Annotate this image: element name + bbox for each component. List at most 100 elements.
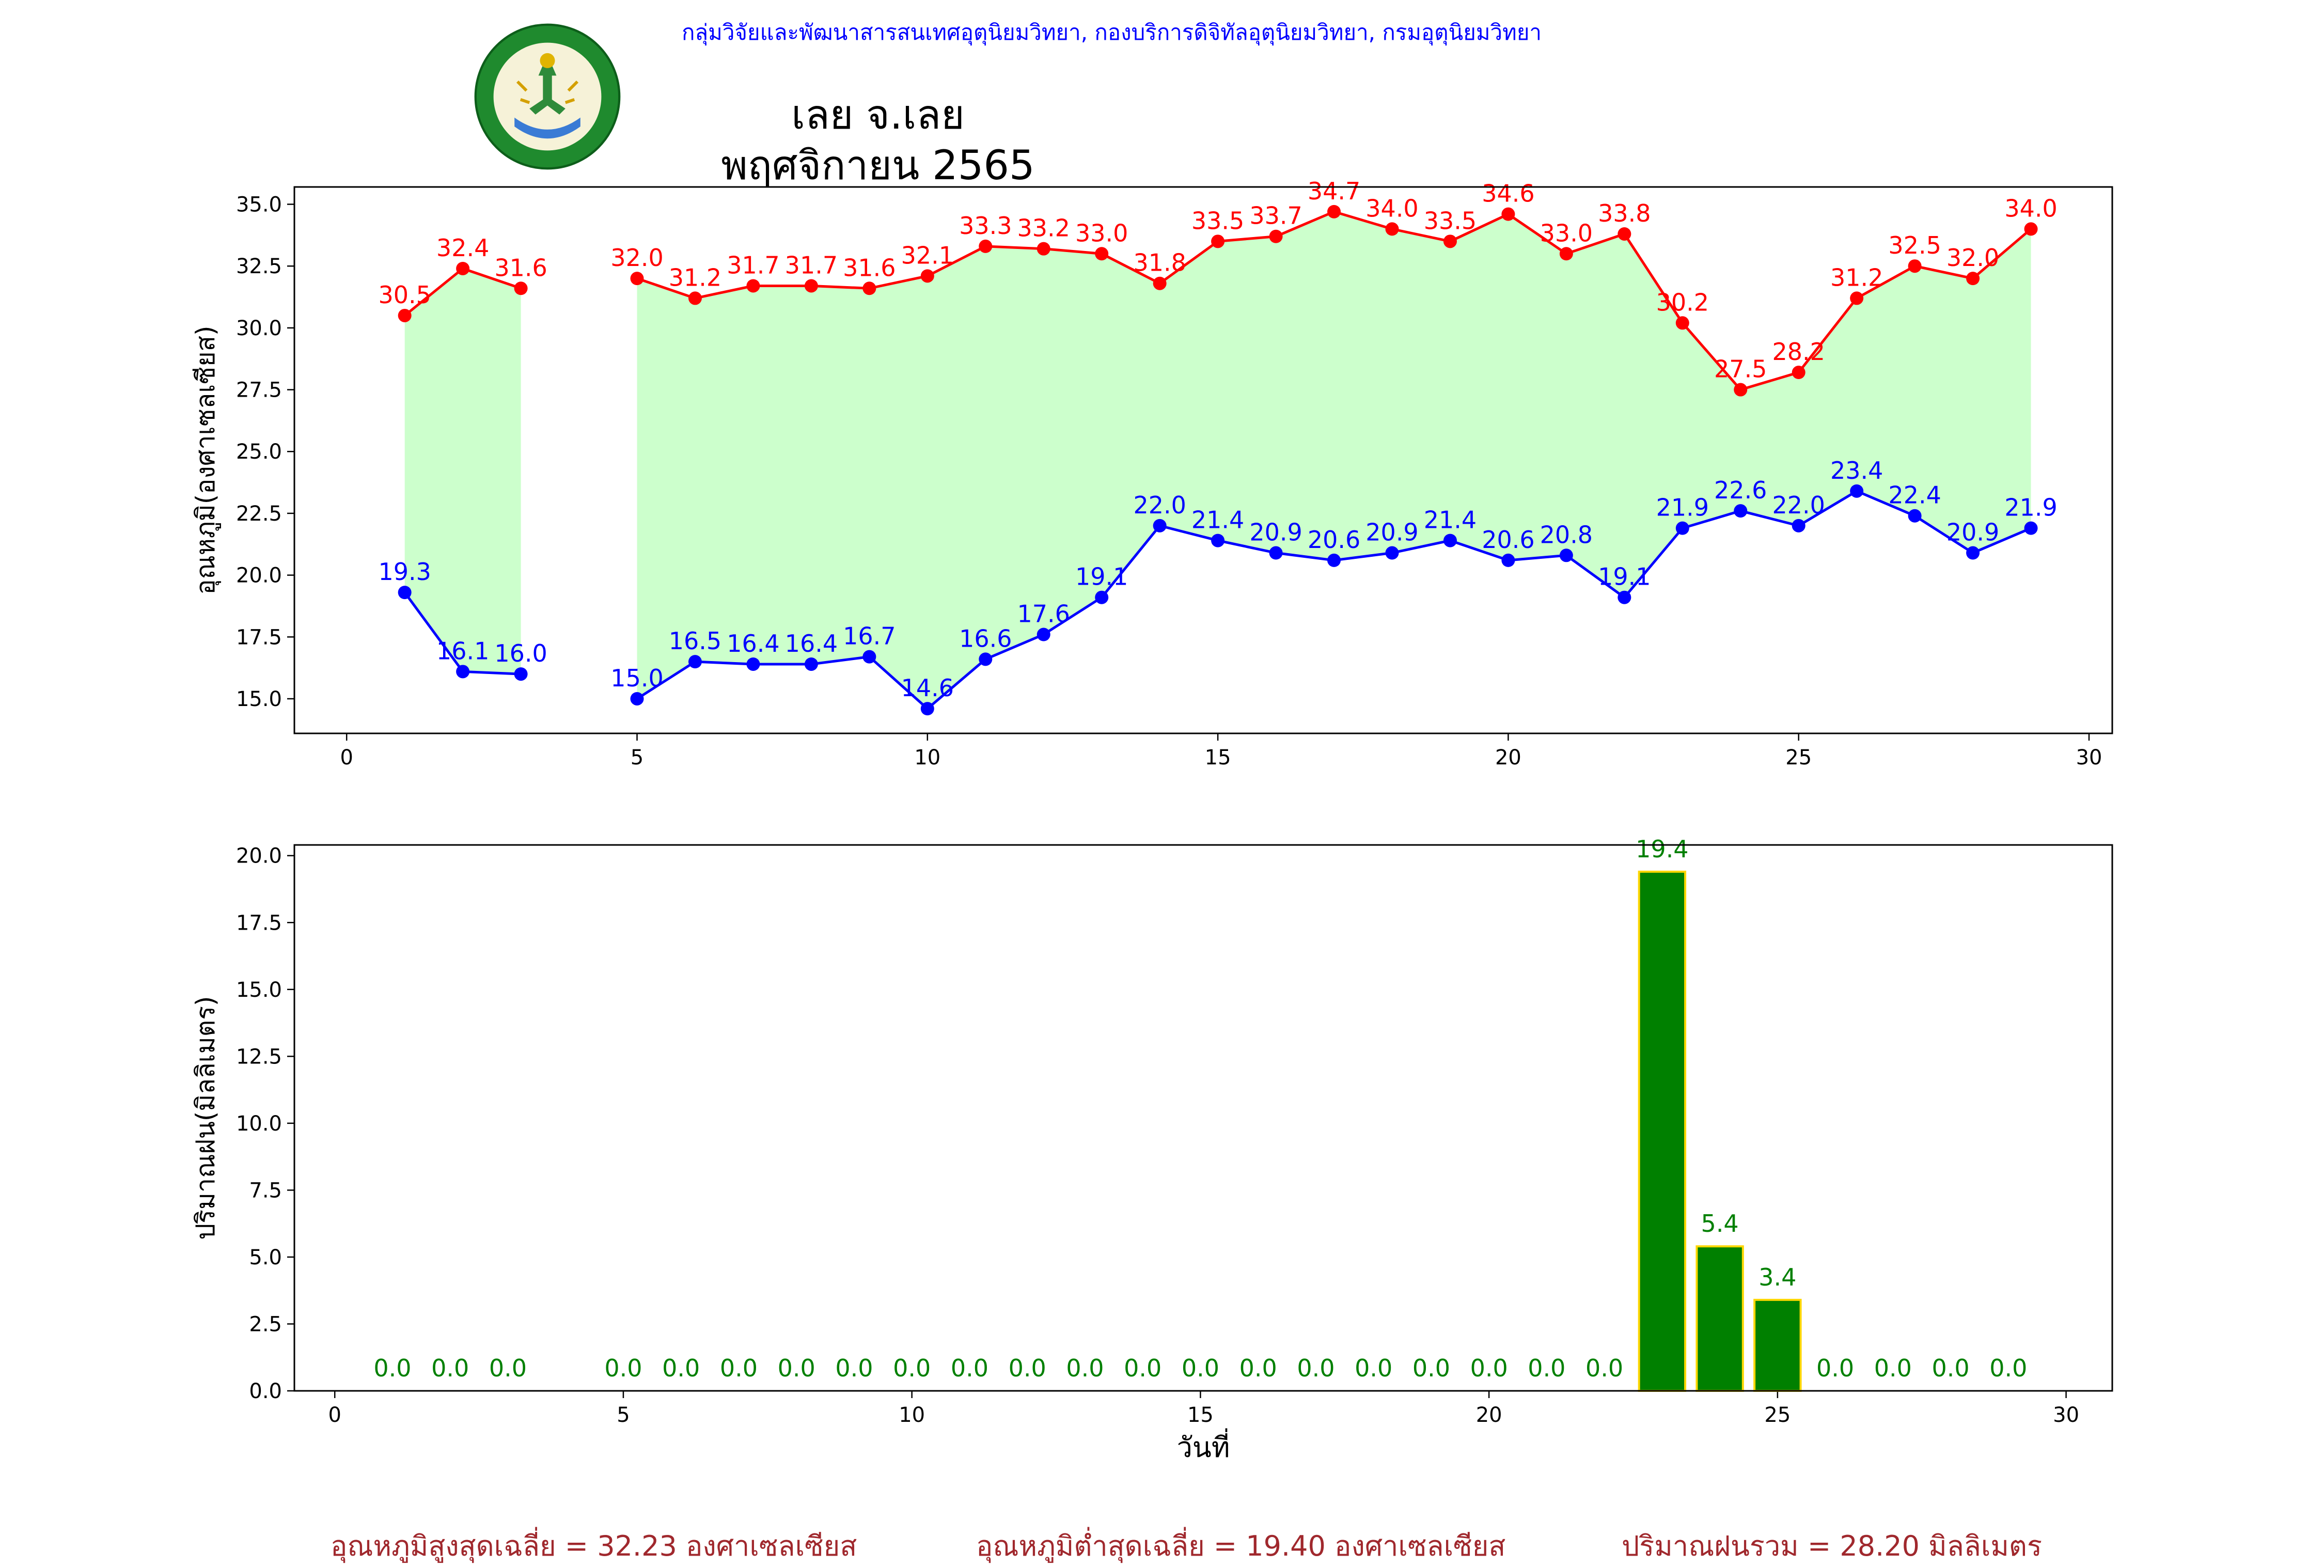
temp-xtick-label: 10: [914, 746, 940, 770]
rain-xtick-label: 30: [2053, 1403, 2079, 1427]
temp-ytick-label: 30.0: [236, 317, 282, 340]
temp-min-value-label: 16.0: [494, 639, 547, 667]
rain-ytick-label: 5.0: [249, 1246, 282, 1269]
temp-min-point: [804, 657, 818, 671]
temp-max-point: [456, 261, 470, 275]
temp-min-point: [1734, 504, 1748, 518]
temp-min-value-label: 15.0: [610, 664, 663, 692]
temp-max-value-label: 31.8: [1133, 249, 1186, 277]
temp-min-point: [979, 652, 993, 666]
temp-max-value-label: 33.3: [959, 212, 1012, 240]
temp-range-fill: [637, 211, 2031, 709]
rain-xtick-label: 20: [1476, 1403, 1502, 1427]
rain-value-label: 0.0: [373, 1354, 411, 1382]
temp-max-value-label: 31.2: [1830, 263, 1883, 291]
temp-min-value-label: 14.6: [901, 674, 954, 702]
temp-min-point: [1966, 546, 1980, 560]
temp-min-value-label: 16.6: [959, 624, 1012, 652]
temp-max-point: [1908, 259, 1922, 273]
temp-max-point: [1734, 383, 1748, 397]
temp-min-point: [1327, 553, 1341, 567]
temp-max-value-label: 34.6: [1482, 180, 1534, 208]
rain-ytick-label: 10.0: [236, 1112, 282, 1136]
temp-max-value-label: 32.1: [901, 241, 954, 269]
temp-max-value-label: 33.0: [1540, 219, 1593, 247]
temp-min-value-label: 16.5: [669, 627, 721, 655]
rain-ylabel: ปริมาณฝน(มิลลิเมตร): [191, 996, 221, 1240]
temp-ytick-label: 22.5: [236, 502, 282, 526]
temp-xtick-label: 25: [1785, 746, 1812, 770]
rain-ytick-label: 7.5: [249, 1179, 282, 1202]
rain-value-label: 0.0: [1989, 1354, 2027, 1382]
temp-min-value-label: 21.9: [1656, 494, 1709, 522]
meteorological-department-logo: [473, 22, 622, 171]
rain-value-label: 0.0: [1066, 1354, 1104, 1382]
rain-bar: [1695, 1245, 1744, 1392]
rain-value-label: 0.0: [1124, 1354, 1161, 1382]
temp-max-point: [1966, 272, 1980, 286]
temp-xtick-label: 20: [1495, 746, 1521, 770]
temp-min-value-label: 19.3: [378, 558, 431, 586]
rain-xtick-label: 15: [1187, 1403, 1214, 1427]
temp-min-point: [456, 665, 470, 679]
temp-max-value-label: 30.5: [378, 281, 431, 309]
header-credit: กลุ่มวิจัยและพัฒนาสารสนเทศอุตุนิยมวิทยา,…: [682, 20, 1542, 45]
temp-min-value-label: 20.9: [1946, 519, 1999, 546]
temp-max-point: [1153, 276, 1167, 290]
temp-min-point: [1211, 534, 1225, 547]
rain-value-label: 0.0: [604, 1354, 642, 1382]
temp-max-point: [1559, 247, 1573, 261]
rain-bar: [1638, 870, 1687, 1392]
temp-min-value-label: 22.6: [1714, 476, 1767, 504]
rain-value-label: 0.0: [1528, 1354, 1565, 1382]
temp-ytick-label: 25.0: [236, 440, 282, 464]
temp-xtick-label: 15: [1205, 746, 1231, 770]
temp-max-value-label: 34.0: [1365, 194, 1418, 222]
rain-ytick-label: 17.5: [236, 911, 282, 935]
temp-min-value-label: 16.7: [843, 622, 896, 650]
rain-value-label: 0.0: [662, 1354, 700, 1382]
temp-ylabel: อุณหภูมิ(องศาเซลเซียส): [191, 325, 221, 594]
temp-min-value-label: 16.1: [436, 637, 489, 665]
temp-max-value-label: 31.7: [785, 251, 838, 279]
temp-max-value-label: 27.5: [1714, 355, 1767, 383]
rain-value-label: 3.4: [1758, 1263, 1796, 1291]
temp-ytick-label: 17.5: [236, 625, 282, 649]
rain-value-label: 0.0: [893, 1354, 931, 1382]
temp-min-point: [1269, 546, 1283, 560]
temp-ytick-label: 20.0: [236, 564, 282, 588]
rain-ytick-label: 2.5: [249, 1312, 282, 1336]
temp-max-point: [1095, 247, 1109, 261]
rain-value-label: 0.0: [431, 1354, 469, 1382]
footer-avg-max-temp: อุณหภูมิสูงสุดเฉลี่ย = 32.23 องศาเซลเซีย…: [331, 1530, 857, 1562]
rain-value-label: 0.0: [1297, 1354, 1334, 1382]
temp-max-value-label: 31.6: [843, 254, 896, 281]
temp-max-point: [514, 281, 528, 295]
rain-xtick-label: 5: [617, 1403, 630, 1427]
temp-max-value-label: 34.7: [1308, 177, 1360, 205]
rain-value-label: 0.0: [1585, 1354, 1623, 1382]
rain-value-label: 0.0: [1355, 1354, 1392, 1382]
temp-min-value-label: 22.0: [1133, 491, 1186, 519]
temp-max-value-label: 33.0: [1075, 219, 1128, 247]
rain-value-label: 0.0: [1932, 1354, 1970, 1382]
temp-min-point: [1385, 546, 1399, 560]
rain-value-label: 0.0: [1009, 1354, 1046, 1382]
temp-xtick-label: 30: [2076, 746, 2102, 770]
temp-min-point: [1095, 590, 1109, 604]
rain-value-label: 19.4: [1636, 835, 1688, 863]
temp-ytick-label: 27.5: [236, 379, 282, 402]
temp-max-point: [688, 291, 702, 305]
rain-value-label: 5.4: [1701, 1210, 1739, 1237]
temp-min-value-label: 21.4: [1424, 506, 1477, 534]
temp-min-point: [1908, 509, 1922, 523]
temp-min-point: [1675, 521, 1689, 535]
temp-max-value-label: 31.6: [494, 254, 547, 281]
temp-min-point: [1037, 628, 1050, 641]
temp-min-value-label: 20.8: [1540, 521, 1593, 548]
temp-max-point: [1675, 316, 1689, 330]
temp-max-point: [1850, 291, 1864, 305]
temp-max-value-label: 31.2: [669, 263, 721, 291]
rain-xtick-label: 10: [899, 1403, 925, 1427]
temp-min-value-label: 23.4: [1830, 457, 1883, 484]
